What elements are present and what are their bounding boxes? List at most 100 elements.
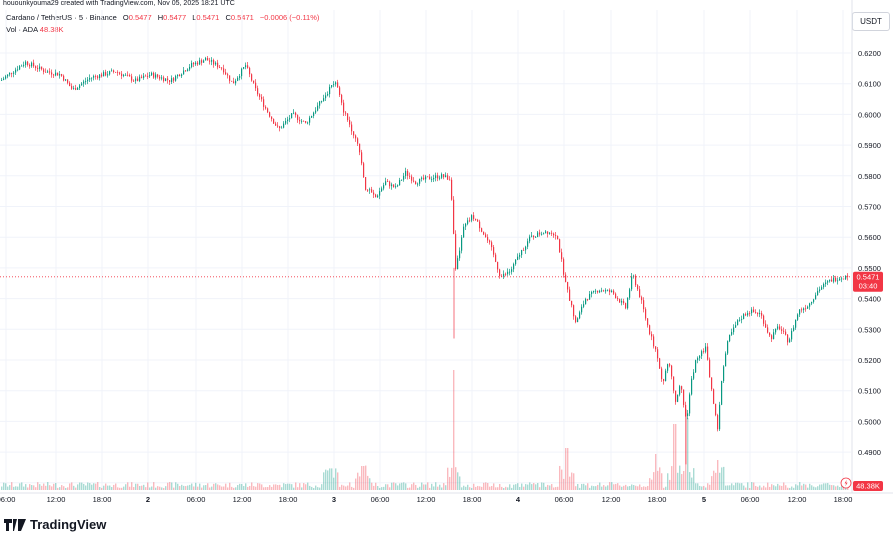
candle xyxy=(297,115,299,120)
open-value: 0.5477 xyxy=(128,13,152,22)
volume-bar xyxy=(429,487,431,490)
currency-button[interactable]: USDT xyxy=(852,12,890,31)
candle xyxy=(811,301,813,304)
volume-bar xyxy=(561,469,563,490)
change-value: −0.0006 (−0.11%) xyxy=(259,13,320,22)
volume-bar xyxy=(363,466,365,490)
volume-bar xyxy=(33,485,35,490)
volume-bar xyxy=(175,482,177,490)
x-axis-tick-label: 12:00 xyxy=(417,495,436,504)
volume-bar xyxy=(529,482,531,490)
volume-bar xyxy=(635,485,637,490)
candle xyxy=(409,175,411,177)
candle xyxy=(271,116,273,119)
y-axis-tick-label: 0.5300 xyxy=(858,325,881,334)
volume-bar xyxy=(319,487,321,490)
volume-bar xyxy=(207,483,209,490)
candle xyxy=(11,72,13,74)
candle xyxy=(285,121,287,124)
candle xyxy=(273,118,275,124)
volume-bar xyxy=(629,486,631,490)
candle xyxy=(531,235,533,237)
candle xyxy=(591,291,593,294)
candle xyxy=(335,82,337,85)
candle xyxy=(515,259,517,265)
volume-bar xyxy=(367,475,369,490)
candle xyxy=(513,264,515,270)
candle xyxy=(417,183,419,185)
volume-bar xyxy=(117,487,119,490)
volume-bar xyxy=(327,470,329,490)
candle xyxy=(17,69,19,71)
volume-bar xyxy=(761,487,763,490)
candle xyxy=(755,312,757,313)
candle xyxy=(319,101,321,106)
candle xyxy=(521,249,523,256)
volume-bar xyxy=(307,482,309,490)
candle xyxy=(349,120,351,125)
volume-bar xyxy=(595,486,597,490)
candle xyxy=(207,58,209,61)
volume-bar xyxy=(97,482,99,490)
volume-bar xyxy=(677,472,679,490)
candle xyxy=(767,327,769,333)
volume-bar xyxy=(395,483,397,490)
volume-bar xyxy=(639,484,641,490)
volume-bar xyxy=(451,467,453,490)
candle xyxy=(537,232,539,238)
volume-bar xyxy=(223,486,225,490)
close-label: C xyxy=(225,13,231,22)
candle xyxy=(727,341,729,354)
volume-bar xyxy=(265,487,267,490)
candle xyxy=(617,298,619,300)
volume-bar xyxy=(625,484,627,490)
candle xyxy=(691,378,693,395)
volume-bar xyxy=(25,484,27,490)
candle xyxy=(413,180,415,182)
candle xyxy=(581,306,583,313)
volume-bar xyxy=(407,487,409,490)
candle xyxy=(293,112,295,114)
volume-bar xyxy=(667,473,669,490)
volume-bar xyxy=(127,482,129,490)
volume-bar xyxy=(81,482,83,490)
candle xyxy=(263,99,265,107)
tradingview-logo[interactable]: TradingView xyxy=(4,517,106,532)
candle xyxy=(785,331,787,335)
volume-bar xyxy=(763,485,765,490)
volume-bar xyxy=(669,479,671,490)
candle xyxy=(123,74,125,77)
candle xyxy=(557,236,559,240)
volume-bar xyxy=(511,487,513,490)
volume-bar xyxy=(229,482,231,490)
candle xyxy=(27,61,29,65)
volume-bar xyxy=(417,487,419,490)
volume-bar xyxy=(841,484,843,490)
candle xyxy=(795,319,797,328)
volume-bar xyxy=(655,454,657,490)
volume-bar xyxy=(209,487,211,490)
x-axis-tick-label: 12:00 xyxy=(233,495,252,504)
candle xyxy=(67,79,69,83)
candle xyxy=(77,87,79,90)
candle xyxy=(205,58,207,61)
volume-bar xyxy=(747,482,749,490)
candle xyxy=(375,194,377,198)
candle xyxy=(187,69,189,72)
volume-bar xyxy=(115,483,117,490)
candle xyxy=(317,105,319,111)
symbol-title[interactable]: Cardano / TetherUS · 5 · Binance xyxy=(6,13,117,22)
volume-bar xyxy=(339,486,341,490)
candle xyxy=(53,74,55,76)
volume-bar xyxy=(777,483,779,490)
volume-bar xyxy=(509,484,511,490)
volume-bar xyxy=(731,483,733,490)
volume-bar xyxy=(287,483,289,490)
candle xyxy=(651,334,653,337)
volume-label[interactable]: Vol · ADA xyxy=(6,25,38,34)
volume-bar xyxy=(469,487,471,490)
candle xyxy=(157,74,159,77)
candle xyxy=(455,233,457,270)
candle xyxy=(223,68,225,73)
